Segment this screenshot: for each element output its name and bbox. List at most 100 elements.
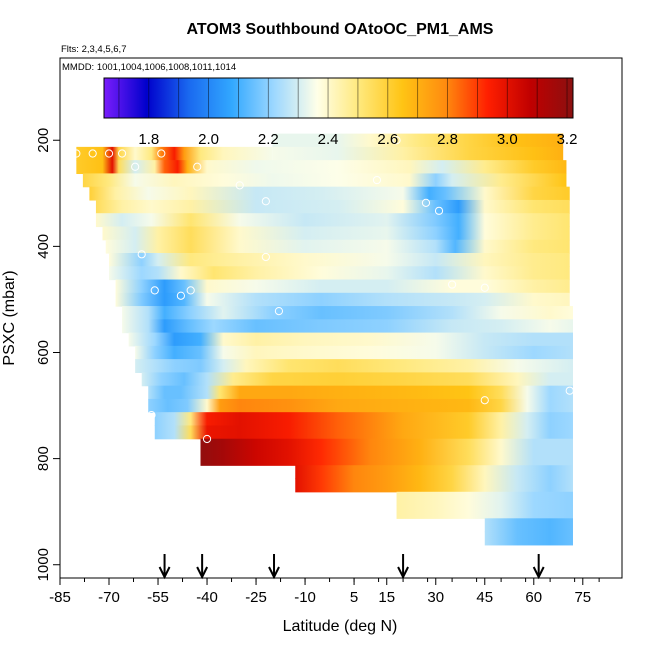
arrow-marker [532,554,545,580]
x-tick-label: 60 [525,589,542,606]
sample-marker [447,280,457,289]
heatmap-row [122,319,573,334]
colorbar: 1.8 2.0 2.2 2.4 2.6 2.8 3.0 3.2 [103,77,578,148]
arrow-marker [397,554,409,580]
heatmap-row [141,372,573,387]
sample-marker [372,175,382,185]
heatmap-row [154,425,573,440]
heatmap-row [82,173,567,188]
x-tick-label: 30 [427,589,444,606]
sample-marker [421,198,431,207]
arrow-layer [158,554,545,580]
x-tick-label: -40 [196,589,218,606]
heatmap-row [396,505,573,519]
colorbar-tick-label: 3.0 [497,131,518,148]
x-tick-label: -85 [49,589,71,606]
heatmap-row [295,478,573,493]
sample-marker [117,149,127,158]
heatmap-row [148,385,573,400]
y-axis-label: PSXC (mbar) [1,270,18,365]
arrow-marker [158,554,171,580]
x-tick-label: -25 [245,589,267,606]
sample-marker [268,136,277,145]
sample-marker [274,307,284,316]
sample-marker [72,149,81,158]
heatmap-row [200,451,573,466]
x-axis-label: Latitude (deg N) [283,618,398,635]
heatmap-row [102,226,570,241]
x-tick-label: -55 [147,589,169,606]
heatmap-row [115,292,570,307]
heatmap-row [148,398,573,413]
arrow-marker [196,554,209,580]
sample-marker [176,291,185,300]
y-tick-label: 200 [35,128,52,153]
heatmap-row [272,133,564,148]
flights-label: Flts: 2,3,4,5,6,7 [61,44,126,55]
heatmap-row [89,186,570,201]
heatmap-row [76,146,273,161]
sample-marker [202,434,212,444]
heatmap-row [484,518,573,533]
heatmap-row [122,306,573,320]
heatmap-row [95,199,570,214]
x-tick-label: -70 [98,589,120,606]
sample-marker [150,286,159,295]
heatmap-row [109,253,570,267]
sample-marker [261,252,270,262]
heatmap-row [200,438,573,453]
x-tick-label: 75 [574,589,591,606]
heatmap-row [109,266,570,281]
colorbar-tick-label: 2.4 [318,131,339,148]
arrow-marker [268,554,280,580]
colorbar-ticks: 1.8 2.0 2.2 2.4 2.6 2.8 3.0 3.2 [118,78,578,148]
heatmap-row [272,146,564,161]
sample-marker [193,162,202,171]
sample-marker [562,136,571,145]
sample-marker [157,149,166,158]
colorbar-tick-label: 2.6 [377,131,398,148]
plot-frame [59,57,623,579]
colorbar-fill [103,77,574,119]
sample-marker [104,149,114,158]
colorbar-tick-label: 2.0 [198,131,219,148]
sample-marker [480,396,489,405]
colorbar-tick-label: 2.2 [258,131,279,148]
heatmap-row [95,213,570,228]
heatmap-row [115,279,570,294]
heatmap-row [135,359,573,373]
sample-marker [434,206,444,215]
x-tick-label: 45 [476,589,493,606]
heatmap-row [105,239,570,254]
colorbar-tick-label: 3.2 [557,131,578,148]
sample-marker [186,286,195,295]
x-tick-label: -10 [294,589,316,606]
y-tick-label: 400 [35,234,52,259]
sample-marker [88,149,97,158]
y-axis: 200 400 600 800 1000 [35,128,60,581]
heatmap-row [484,531,573,546]
x-tick-label: 5 [350,589,358,606]
sample-marker [131,162,140,171]
y-tick-label: 800 [35,446,52,471]
colorbar-tick-label: 2.8 [437,131,458,148]
heatmap-row [154,412,573,427]
heatmap [76,133,573,546]
sample-marker [261,197,270,206]
y-tick-label: 1000 [35,548,52,581]
dates-label: MMDD: 1001,1004,1006,1008,1011,1014 [62,62,236,73]
sample-marker [565,386,574,395]
heatmap-row [76,160,567,175]
colorbar-tick-label: 1.8 [138,131,159,148]
heatmap-row [396,491,573,506]
heatmap-row [135,345,573,360]
sample-marker [235,181,244,190]
heatmap-row [128,332,573,347]
y-tick-label: 600 [35,340,52,365]
sample-marker [137,250,146,259]
marker-layer [72,136,574,444]
heatmap-row [295,465,573,480]
sample-marker [147,411,156,420]
x-axis: -85 -70 -55 -40 -25 -10 5 15 30 45 60 75 [49,578,600,606]
